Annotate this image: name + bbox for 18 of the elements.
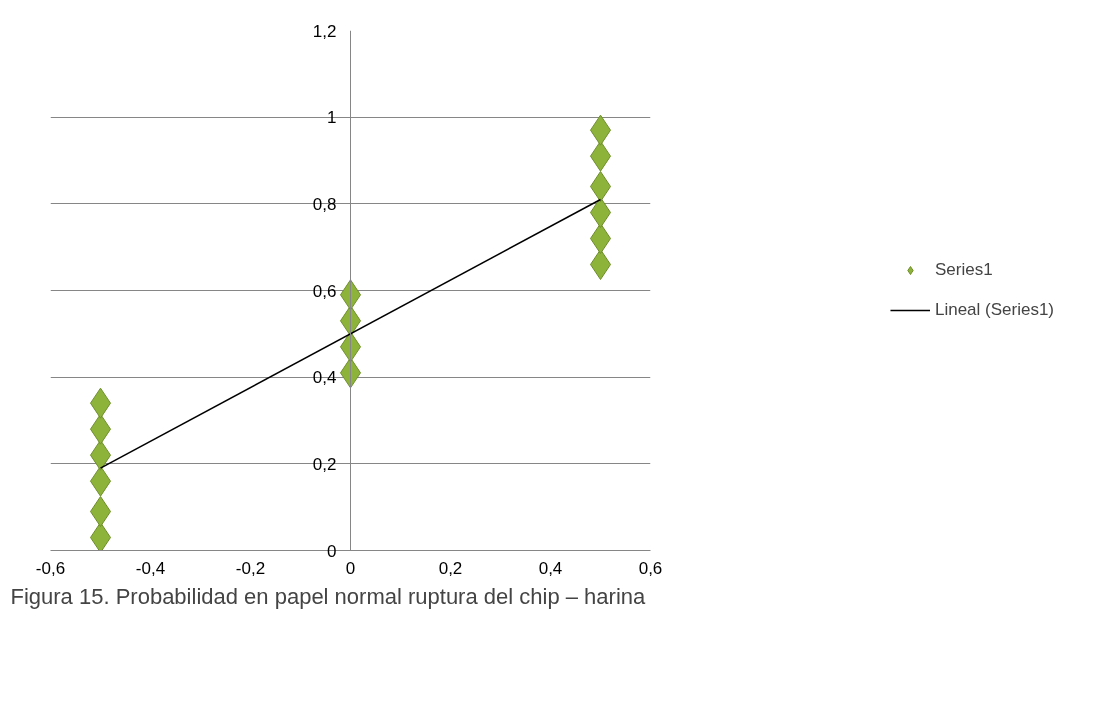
x-tick-label: 0,4 bbox=[538, 558, 563, 578]
y-tick-label: 0,6 bbox=[312, 281, 337, 301]
text: Figura 15. Probabilidad en papel normal ruptura del chip – harina bbox=[10, 583, 646, 609]
x-tick-label: 0 bbox=[345, 558, 356, 578]
legend-label: Series1 bbox=[934, 260, 993, 280]
y-tick-label: 1 bbox=[327, 108, 337, 128]
y-tick-label: 0,4 bbox=[312, 368, 337, 388]
x-tick-label: -0,6 bbox=[35, 558, 66, 578]
point bbox=[90, 522, 111, 551]
y-tick-label: 1,2 bbox=[312, 21, 337, 41]
y-tick-label: 0,8 bbox=[312, 194, 337, 214]
legend-label: Lineal (Series1) bbox=[934, 300, 1055, 320]
x-tick-label: 0,2 bbox=[438, 558, 463, 578]
y-tick-label: 0,2 bbox=[312, 454, 337, 474]
y-tick-label: 0 bbox=[327, 541, 337, 561]
x-tick-label: -0,2 bbox=[235, 558, 266, 578]
x-tick-label: 0,6 bbox=[638, 558, 663, 578]
x-tick-label: -0,4 bbox=[135, 558, 166, 578]
